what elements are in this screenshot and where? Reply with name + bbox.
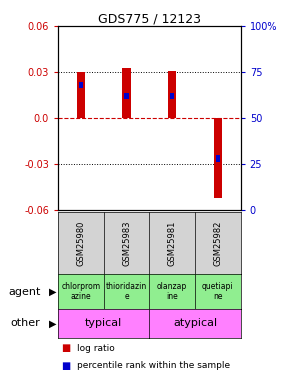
Text: atypical: atypical xyxy=(173,318,217,328)
Text: ▶: ▶ xyxy=(49,286,57,297)
Bar xyxy=(214,118,222,198)
Bar xyxy=(168,70,176,118)
Text: ▶: ▶ xyxy=(49,318,57,328)
Bar xyxy=(215,156,220,162)
Text: chlorprom
azine: chlorprom azine xyxy=(61,282,100,301)
Bar xyxy=(170,93,175,99)
Text: GSM25980: GSM25980 xyxy=(76,220,85,266)
Text: thioridazin
e: thioridazin e xyxy=(106,282,147,301)
Text: other: other xyxy=(11,318,41,328)
Title: GDS775 / 12123: GDS775 / 12123 xyxy=(98,12,201,25)
Bar xyxy=(124,93,129,99)
Text: ■: ■ xyxy=(61,343,70,353)
Text: typical: typical xyxy=(85,318,122,328)
Text: GSM25983: GSM25983 xyxy=(122,220,131,266)
Text: agent: agent xyxy=(8,286,41,297)
Text: olanzap
ine: olanzap ine xyxy=(157,282,187,301)
Text: GSM25982: GSM25982 xyxy=(213,220,222,266)
Bar xyxy=(77,72,85,118)
Text: GSM25981: GSM25981 xyxy=(168,220,177,266)
Text: percentile rank within the sample: percentile rank within the sample xyxy=(77,362,230,370)
Text: log ratio: log ratio xyxy=(77,344,115,352)
Text: ■: ■ xyxy=(61,361,70,371)
Text: quetiapi
ne: quetiapi ne xyxy=(202,282,234,301)
Bar xyxy=(79,82,83,88)
Bar xyxy=(122,68,130,118)
